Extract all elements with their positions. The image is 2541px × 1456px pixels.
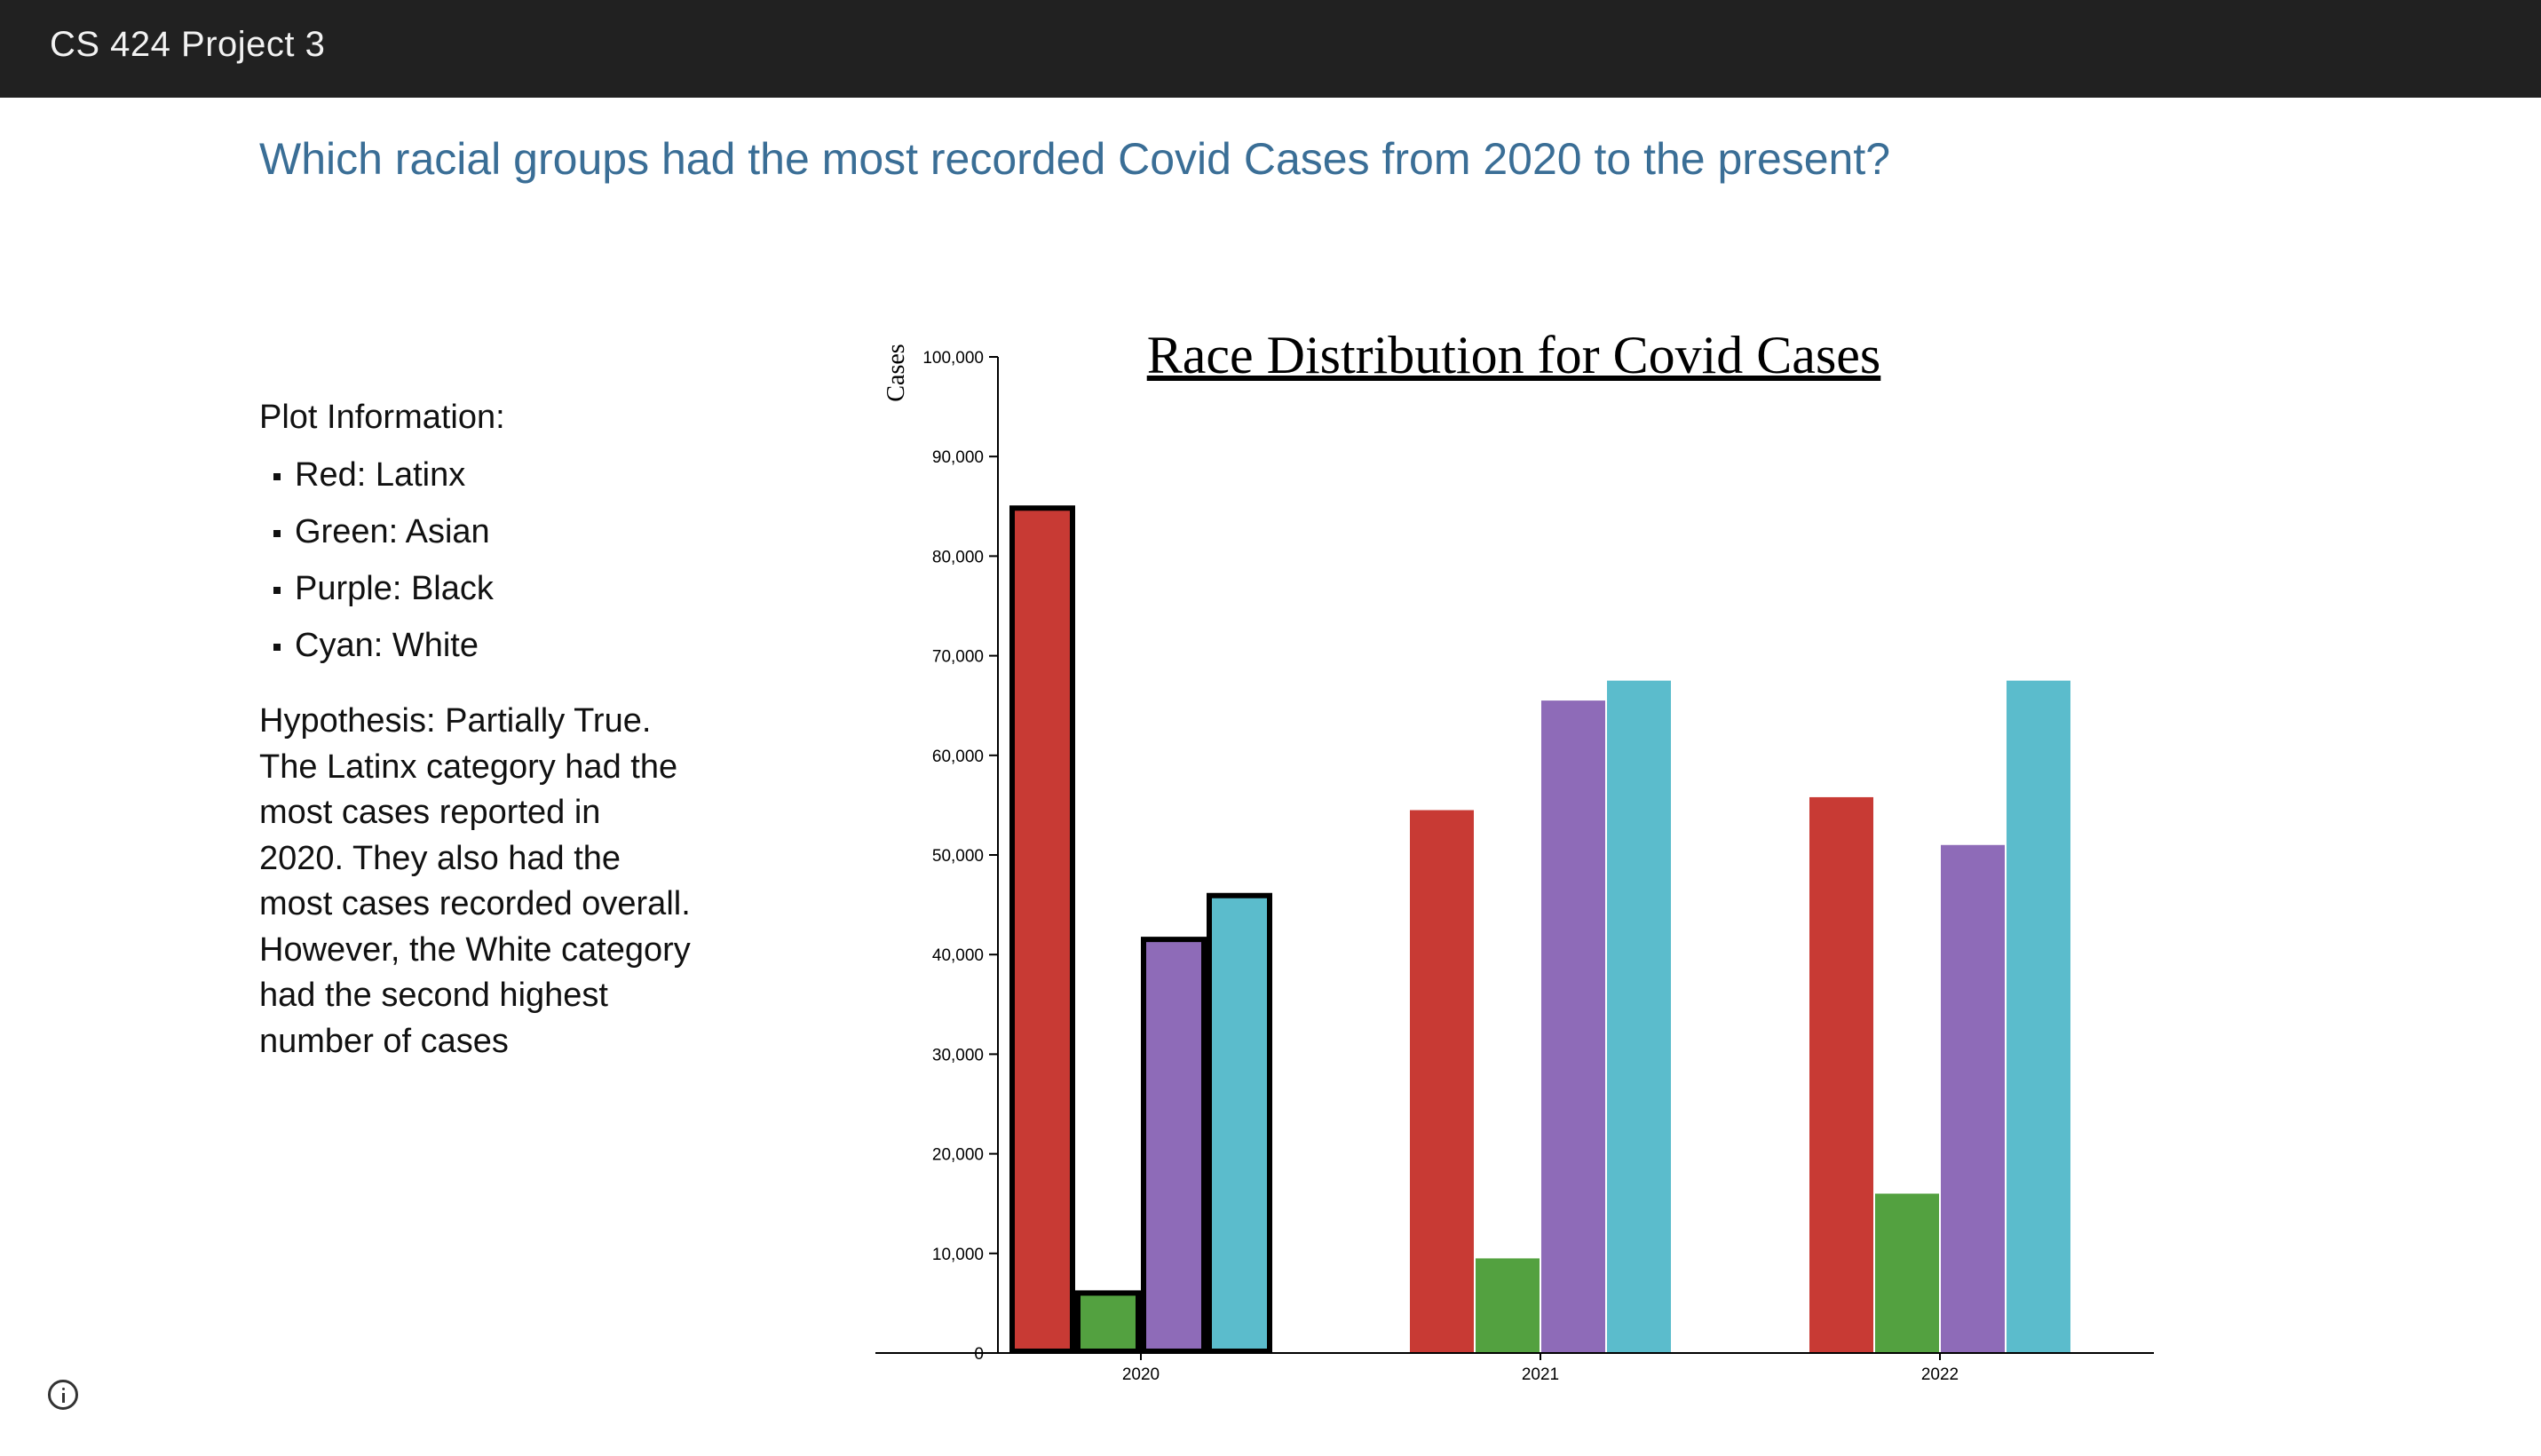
plot-information-panel: Plot Information: Red: Latinx Green: Asi… <box>259 395 703 1064</box>
chart-title: Race Distribution for Covid Cases <box>1147 326 1881 384</box>
top-bar: CS 424 Project 3 <box>0 0 2541 98</box>
y-axis-label: Cases <box>883 344 910 401</box>
bar-black-2020 <box>1141 937 1207 1354</box>
bar-white-2021 <box>1607 680 1671 1353</box>
y-tick-label: 30,000 <box>932 1046 984 1064</box>
x-tick-label: 2022 <box>1921 1365 1959 1384</box>
y-tick-label: 40,000 <box>932 946 984 965</box>
y-tick-label: 60,000 <box>932 748 984 766</box>
y-tick-label: 20,000 <box>932 1146 984 1165</box>
bar-latinx-2021 <box>1410 810 1474 1353</box>
x-tick-label: 2021 <box>1522 1365 1559 1384</box>
bar-latinx-2022 <box>1809 796 1873 1353</box>
y-tick-label: 10,000 <box>932 1246 984 1264</box>
y-tick-label: 100,000 <box>922 349 984 368</box>
x-tick-label: 2020 <box>1122 1365 1160 1384</box>
bars-group <box>1009 505 2070 1355</box>
plot-info-heading: Plot Information: <box>259 399 505 436</box>
bar-white-2020 <box>1207 892 1272 1354</box>
bar-asian-2022 <box>1875 1193 1939 1353</box>
y-tick-label: 80,000 <box>932 548 984 566</box>
bar-white-2022 <box>2007 680 2070 1353</box>
bar-black-2021 <box>1541 700 1605 1353</box>
y-tick-label: 90,000 <box>932 448 984 467</box>
app-title: CS 424 Project 3 <box>50 25 326 64</box>
bar-black-2022 <box>1941 844 2005 1353</box>
bar-asian-2020 <box>1075 1290 1141 1355</box>
page-question: Which racial groups had the most recorde… <box>259 134 1891 184</box>
y-tick-label: 0 <box>974 1345 984 1364</box>
legend-item-white: Cyan: White <box>259 617 703 674</box>
bar-latinx-2020 <box>1009 505 1075 1354</box>
bar-asian-2021 <box>1476 1258 1540 1353</box>
legend-list: Red: Latinx Green: Asian Purple: Black C… <box>259 447 703 674</box>
info-circle-icon[interactable] <box>48 1380 78 1410</box>
hypothesis-text: Hypothesis: Partially True. The Latinx c… <box>259 702 691 1060</box>
axes-group: 0 10,000 20,000 30,000 40,000 50,000 60,000 70,… <box>875 349 2154 1384</box>
y-tick-label: 70,000 <box>932 648 984 667</box>
y-tick-label: 50,000 <box>932 847 984 866</box>
legend-item-latinx: Red: Latinx <box>259 447 703 503</box>
legend-item-asian: Green: Asian <box>259 503 703 560</box>
legend-item-black: Purple: Black <box>259 560 703 617</box>
